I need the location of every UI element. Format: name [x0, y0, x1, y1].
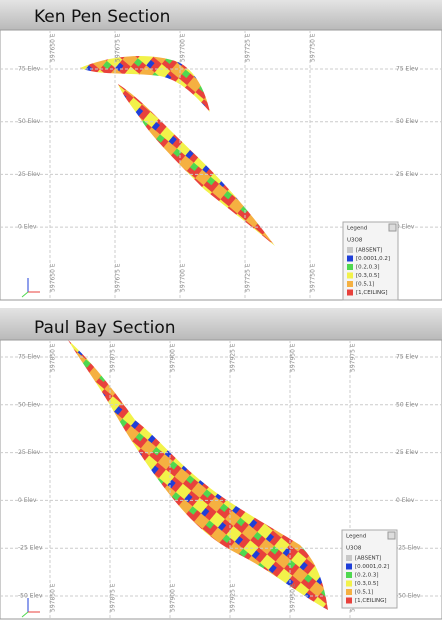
easting-label: 597975 E	[350, 343, 357, 372]
elevation-label: 75 Elev	[18, 66, 41, 73]
legend-label: [0.0001,0.2]	[356, 256, 390, 262]
easting-label: 597725 E	[245, 263, 252, 292]
elevation-label: 75 Elev	[396, 66, 419, 73]
legend-title: Legend	[346, 534, 366, 540]
elevation-label: 25 Elev	[396, 449, 419, 456]
elevation-label: 25 Elev	[18, 449, 41, 456]
easting-label: 597925 E	[230, 343, 237, 372]
easting-label: 597875 E	[110, 343, 117, 372]
legend-swatch	[346, 580, 352, 587]
title-bar	[0, 308, 442, 340]
legend-swatch	[347, 247, 353, 253]
title-bar	[0, 0, 442, 30]
legend-swatch	[346, 563, 352, 570]
easting-label: 597650 E	[50, 33, 57, 62]
elevation-label: 0 Elev	[396, 497, 415, 504]
legend-swatch	[346, 589, 352, 595]
easting-label: 597675 E	[115, 263, 122, 292]
axis-icon	[21, 611, 29, 618]
elevation-label: 75 Elev	[396, 354, 419, 361]
legend-swatch	[346, 572, 352, 578]
legend-swatch	[346, 555, 352, 561]
section-title: Ken Pen Section	[34, 7, 170, 27]
elevation-label: 0 Elev	[396, 224, 415, 231]
legend-label: [ABSENT]	[356, 248, 382, 254]
section-title: Paul Bay Section	[34, 318, 176, 338]
easting-label: 597925 E	[230, 583, 237, 612]
elevation-label: 50 Elev	[396, 401, 419, 408]
easting-label: 597750 E	[310, 263, 317, 292]
ore-body	[118, 84, 275, 246]
elevation-label: 50 Elev	[396, 118, 419, 125]
legend-title: Legend	[347, 226, 367, 232]
legend-label: [0.5,1]	[356, 282, 374, 288]
elevation-label: -50 Elev	[396, 593, 421, 600]
legend-close[interactable]	[388, 223, 397, 232]
easting-label: 597850 E	[50, 343, 57, 372]
axis-icon	[21, 291, 29, 298]
legend-swatch	[347, 272, 353, 279]
elevation-label: 75 Elev	[18, 354, 41, 361]
easting-label: 597750 E	[310, 33, 317, 62]
easting-label: 597700 E	[180, 263, 187, 292]
elevation-label: 0 Elev	[18, 497, 37, 504]
legend-swatch	[347, 289, 353, 296]
legend-label: [0.5,1]	[355, 590, 373, 596]
ore-body	[80, 56, 210, 112]
legend-label: [ABSENT]	[355, 556, 381, 562]
easting-label: 597900 E	[170, 583, 177, 612]
elevation-label: 50 Elev	[18, 118, 41, 125]
elevation-label: 25 Elev	[396, 171, 419, 178]
easting-label: 597675 E	[115, 33, 122, 62]
legend-variable: U3O8	[346, 546, 362, 552]
easting-label: 597650 E	[50, 263, 57, 292]
elevation-label: -25 Elev	[396, 545, 421, 552]
legend-label: [0.0001,0.2]	[355, 564, 389, 570]
legend-swatch	[347, 281, 353, 287]
easting-label: 597950 E	[290, 343, 297, 372]
easting-label: 597850 E	[50, 583, 57, 612]
legend-label: [1,CEILING]	[356, 290, 388, 296]
legend-close[interactable]	[387, 531, 396, 540]
legend-label: [1,CEILING]	[355, 598, 387, 604]
easting-label: 597725 E	[245, 33, 252, 62]
elevation-label: 0 Elev	[18, 224, 37, 231]
legend-label: [0.3,0.5]	[355, 581, 379, 587]
legend-variable: U3O8	[347, 238, 363, 244]
labels: Ken Pen Section 75 Elev 75 Elev 50 Elev 50 E…	[0, 7, 442, 618]
easting-label: 597950 E	[290, 583, 297, 612]
legend-label: [0.3,0.5]	[356, 273, 380, 279]
easting-label: 597700 E	[180, 33, 187, 62]
elevation-label: -50 Elev	[18, 593, 43, 600]
ore-body	[68, 340, 328, 610]
easting-label: 597900 E	[170, 343, 177, 372]
legend-swatch	[346, 597, 352, 604]
legend-label: [0.2,0.3]	[356, 265, 380, 271]
elevation-label: 25 Elev	[18, 171, 41, 178]
elevation-label: -25 Elev	[18, 545, 43, 552]
legend-swatch	[347, 255, 353, 262]
legend-label: [0.2,0.3]	[355, 573, 379, 579]
elevation-label: 50 Elev	[18, 401, 41, 408]
legend-swatch	[347, 264, 353, 270]
easting-label: 597875 E	[110, 583, 117, 612]
